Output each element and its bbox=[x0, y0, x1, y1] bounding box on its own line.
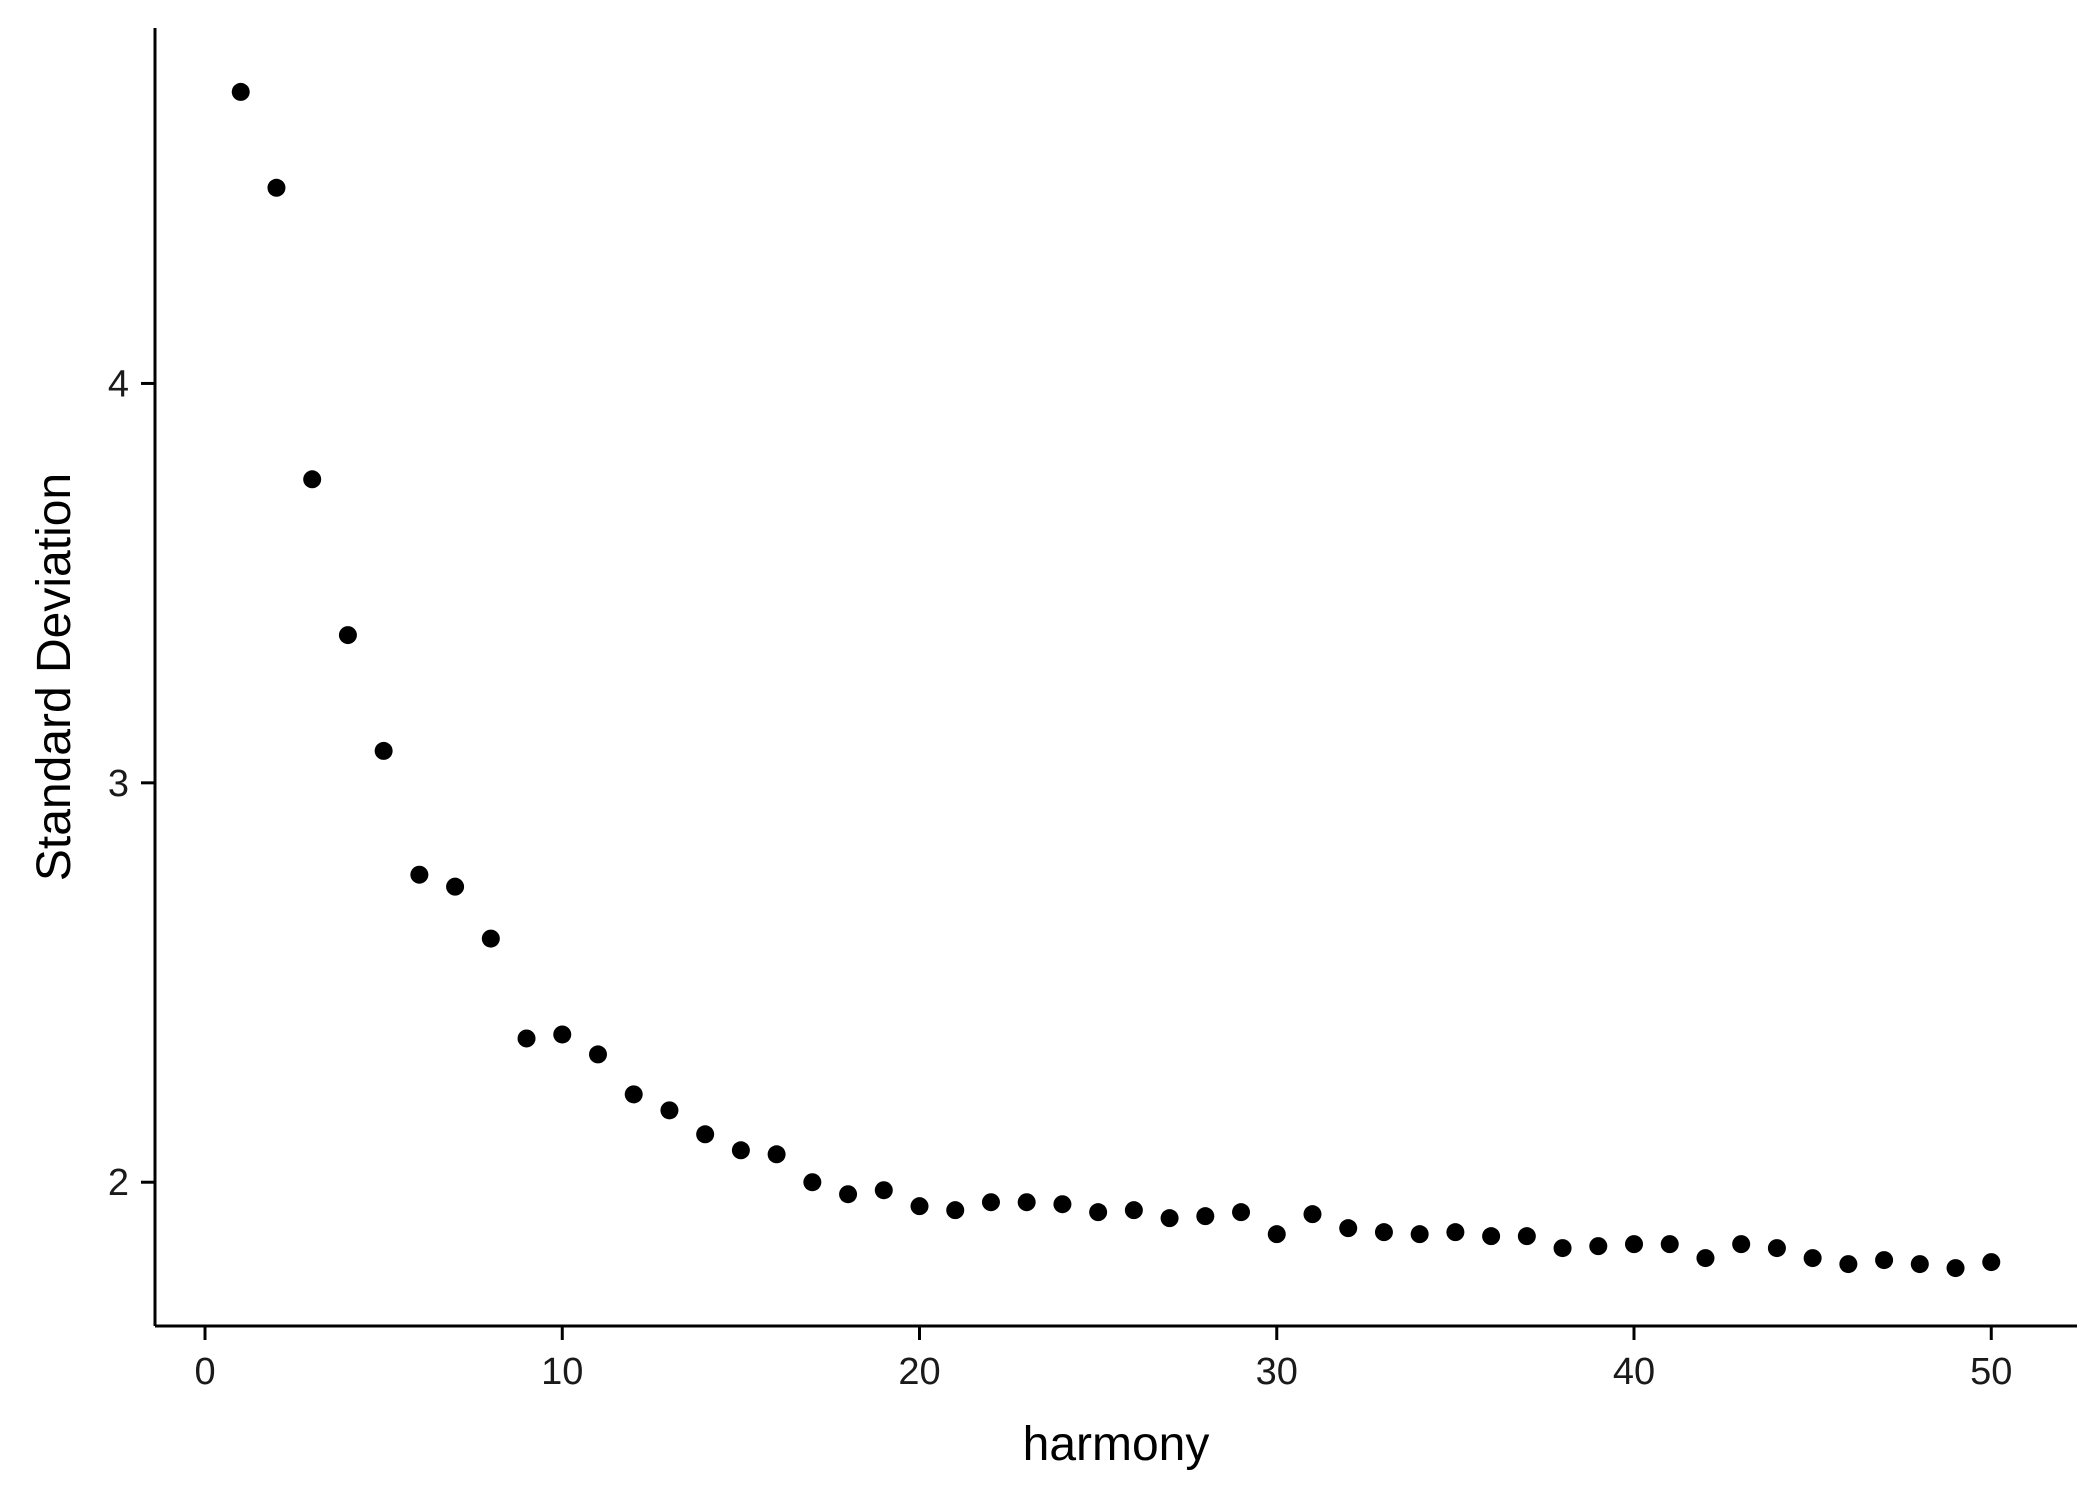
data-point bbox=[910, 1197, 929, 1216]
data-point bbox=[1910, 1255, 1929, 1274]
data-point bbox=[267, 178, 286, 197]
data-point bbox=[981, 1193, 1000, 1212]
y-tick-label: 4 bbox=[108, 363, 129, 405]
data-point bbox=[1696, 1249, 1715, 1268]
data-point bbox=[1589, 1237, 1608, 1256]
data-point bbox=[1160, 1209, 1179, 1228]
data-point bbox=[874, 1181, 893, 1200]
x-axis-title: harmony bbox=[1023, 1418, 1210, 1471]
data-point bbox=[1232, 1203, 1251, 1222]
data-point bbox=[1089, 1203, 1108, 1222]
data-point bbox=[1446, 1223, 1465, 1242]
x-tick-label: 0 bbox=[194, 1351, 215, 1393]
data-point bbox=[1839, 1255, 1858, 1274]
data-point bbox=[731, 1141, 750, 1160]
data-point bbox=[1482, 1227, 1501, 1246]
data-point bbox=[839, 1185, 858, 1204]
data-point bbox=[1124, 1201, 1143, 1220]
data-point bbox=[1803, 1249, 1822, 1268]
data-point bbox=[1732, 1235, 1751, 1254]
data-point bbox=[1767, 1239, 1786, 1258]
x-tick-label: 50 bbox=[1970, 1351, 2012, 1393]
data-point bbox=[624, 1085, 643, 1104]
data-point bbox=[303, 470, 322, 489]
data-point bbox=[338, 626, 357, 645]
data-point bbox=[1946, 1259, 1965, 1278]
x-tick-label: 10 bbox=[541, 1351, 583, 1393]
data-point bbox=[1196, 1207, 1215, 1226]
data-point bbox=[1517, 1227, 1536, 1246]
y-axis-title: Standard Deviation bbox=[28, 473, 81, 881]
data-point bbox=[660, 1101, 679, 1120]
data-point bbox=[231, 82, 250, 101]
data-point bbox=[588, 1045, 607, 1064]
data-point bbox=[696, 1125, 715, 1144]
y-tick-label: 2 bbox=[108, 1162, 129, 1204]
data-point bbox=[1374, 1223, 1393, 1242]
data-point bbox=[1553, 1239, 1572, 1258]
data-point bbox=[1303, 1205, 1322, 1224]
data-point bbox=[1625, 1235, 1644, 1254]
data-point bbox=[374, 741, 393, 760]
tick-layer: 0 10 20 30 40 50 2 3 4 bbox=[108, 363, 2013, 1393]
data-point bbox=[1053, 1195, 1072, 1214]
y-tick-label: 3 bbox=[108, 763, 129, 805]
x-tick-label: 30 bbox=[1256, 1351, 1298, 1393]
data-point bbox=[553, 1025, 572, 1044]
data-points bbox=[231, 82, 2001, 1278]
data-point bbox=[446, 877, 465, 896]
data-point bbox=[517, 1029, 536, 1048]
data-point bbox=[767, 1145, 786, 1164]
data-point bbox=[1410, 1225, 1429, 1244]
x-tick-label: 20 bbox=[898, 1351, 940, 1393]
data-point bbox=[1339, 1219, 1358, 1238]
data-point bbox=[1875, 1251, 1894, 1270]
data-point bbox=[946, 1201, 965, 1220]
data-point bbox=[1660, 1235, 1679, 1254]
data-point bbox=[1982, 1253, 2001, 1272]
data-point bbox=[803, 1173, 822, 1192]
x-tick-label: 40 bbox=[1613, 1351, 1655, 1393]
data-point bbox=[481, 929, 500, 948]
data-point bbox=[1017, 1193, 1036, 1212]
data-point bbox=[1267, 1225, 1286, 1244]
data-point bbox=[410, 865, 429, 884]
